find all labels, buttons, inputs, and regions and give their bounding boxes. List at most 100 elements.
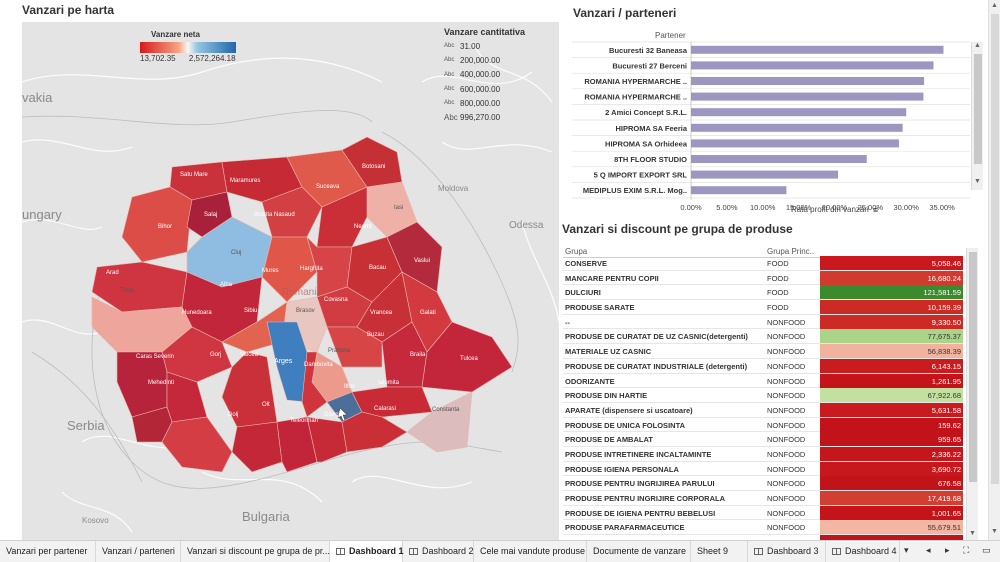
- fullscreen-icon[interactable]: ⛶: [963, 545, 970, 555]
- bar[interactable]: [691, 61, 934, 70]
- county-label: Ialomita: [378, 380, 400, 386]
- tab-prev-icon[interactable]: ◂: [926, 545, 931, 555]
- table-scrollbar[interactable]: ▼: [966, 248, 978, 540]
- bar[interactable]: [691, 170, 839, 179]
- scroll-thumb[interactable]: [991, 14, 999, 484]
- category-label: HIPROMA SA Orhideea: [605, 139, 688, 148]
- scroll-up-icon[interactable]: ▲: [991, 2, 998, 9]
- sheet-tab[interactable]: Vanzari si discount pe grupa de pr...: [181, 541, 330, 562]
- table-row[interactable]: -- NONFOOD 9,330.50: [563, 314, 963, 330]
- bar[interactable]: [691, 186, 787, 195]
- sheet-tab[interactable]: Vanzari per partener: [0, 541, 96, 562]
- table-row[interactable]: MANCARE PENTRU COPII FOOD 16,680.24: [563, 270, 963, 286]
- bar[interactable]: [691, 123, 903, 132]
- legend-vanzare-neta: Vanzare neta 13,702.35 2,572,264.18: [140, 30, 250, 63]
- table-row[interactable]: PRODUSE DE BAS. PREPAR. DUPA BA.. NONFOOD: [563, 535, 963, 540]
- sheet-tab[interactable]: Dashboard 1: [330, 541, 404, 562]
- cell-grupa: PRODUSE DE AMBALAT: [565, 435, 653, 445]
- sheet-tab[interactable]: Vanzari / parteneri: [96, 541, 181, 562]
- county-label: Timis: [120, 288, 135, 294]
- column-header-grupa-principala[interactable]: Grupa Princ..: [767, 247, 815, 256]
- table-row[interactable]: DULCIURI FOOD 121,581.59: [563, 285, 963, 301]
- bar-chart-scrollbar[interactable]: ▲ ▼: [971, 42, 983, 190]
- sort-icon[interactable]: ≡: [873, 205, 879, 215]
- bar[interactable]: [691, 92, 924, 101]
- legend-row: Abc 31.00: [444, 41, 481, 51]
- romania-map[interactable]: vakia ungary Serbia Bulgaria Moldova Ode…: [22, 22, 559, 540]
- county-label: Salaj: [204, 212, 218, 218]
- bar-chart-svg[interactable]: Bucuresti 32 Baneasa Bucuresti 27 Berceni…: [570, 30, 986, 216]
- bar-chart[interactable]: Bucuresti 32 Baneasa Bucuresti 27 Berceni…: [570, 30, 986, 216]
- scroll-thumb[interactable]: [974, 54, 982, 164]
- table-row[interactable]: PRODUSE DE AMBALAT NONFOOD 959.65: [563, 432, 963, 447]
- county-giurgiu: [306, 416, 348, 463]
- bar[interactable]: [691, 45, 944, 54]
- x-tick-label: 0.00%: [680, 203, 702, 212]
- map-canvas[interactable]: [22, 22, 559, 540]
- bar[interactable]: [691, 155, 867, 163]
- cell-value: 6,143.15: [820, 358, 963, 373]
- table-row[interactable]: PRODUSE PENTRU INGRIJIREA PARULUI NONFOOD…: [563, 476, 963, 491]
- cell-grupa-principala: NONFOOD: [767, 347, 806, 357]
- present-icon[interactable]: ▭: [982, 545, 991, 555]
- legend-color-ramp: [140, 42, 236, 53]
- table-row[interactable]: PRODUSE PARAFARMACEUTICE NONFOOD 55,679.51: [563, 520, 963, 536]
- column-header-grupa[interactable]: Grupa: [565, 247, 588, 256]
- sheet-tab[interactable]: Dashboard 2: [403, 541, 474, 562]
- county-olt: [231, 421, 283, 473]
- country-label-serbia: Serbia: [67, 418, 105, 433]
- sheet-tab[interactable]: Dashboard 3: [748, 541, 826, 562]
- sheet-tab[interactable]: Cele mai vandute produse: [474, 541, 587, 562]
- county-neamt: [316, 186, 368, 248]
- country-label-kosovo: Kosovo: [82, 516, 109, 525]
- table-row[interactable]: PRODUSE DIN HARTIE NONFOOD 67,922.68: [563, 388, 963, 403]
- table-row[interactable]: PRODUSE DE IGIENA PENTRU BEBELUSI NONFOOD…: [563, 505, 963, 521]
- country-label-odessa: Odessa: [509, 220, 544, 231]
- legend-row: Abc 400,000.00: [444, 70, 501, 80]
- right-edge-scrollbar[interactable]: ▲ ▼: [988, 0, 1000, 540]
- county-label: Vrancea: [370, 310, 393, 316]
- cell-value: [820, 535, 963, 540]
- cell-grupa-principala: NONFOOD: [767, 523, 806, 533]
- cell-grupa-principala: NONFOOD: [767, 361, 806, 371]
- sheet-tab[interactable]: Sheet 9: [691, 541, 748, 562]
- sheet-tab[interactable]: Documente de vanzare: [587, 541, 691, 562]
- tab-next-icon[interactable]: ▸: [945, 545, 950, 555]
- table-row[interactable]: PRODUSE IGIENA PERSONALA NONFOOD 3,690.72: [563, 461, 963, 477]
- table-row[interactable]: CONSERVE FOOD 5,058.46: [563, 256, 963, 271]
- bar[interactable]: [691, 108, 907, 117]
- abc-icon: Abc: [444, 57, 455, 64]
- table-row[interactable]: PRODUSE INTRETINERE INCALTAMINTE NONFOOD 2…: [563, 446, 963, 462]
- cell-value: 10,159.39: [820, 300, 963, 315]
- cell-grupa: PRODUSE IGIENA PERSONALA: [565, 464, 679, 474]
- sheet-tab-label: Vanzari / parteneri: [102, 546, 175, 556]
- cell-grupa-principala: NONFOOD: [767, 317, 806, 327]
- scroll-down-icon[interactable]: ▼: [991, 528, 998, 535]
- bar[interactable]: [691, 77, 925, 85]
- table-row[interactable]: PRODUSE DE UNICA FOLOSINTA NONFOOD 159.62: [563, 417, 963, 433]
- table-row[interactable]: PRODUSE PENTRU INGRIJIRE CORPORALA NONFOO…: [563, 491, 963, 506]
- tab-menu-icon[interactable]: ▾: [904, 545, 909, 555]
- scroll-down-icon[interactable]: ▼: [969, 530, 976, 537]
- scroll-down-icon[interactable]: ▼: [974, 178, 981, 185]
- table-row[interactable]: PRODUSE DE CURATAT INDUSTRIALE (detergen…: [563, 358, 963, 374]
- county-label: Iasi: [394, 205, 404, 211]
- category-label: MEDIPLUS EXIM S.R.L. Mog..: [583, 186, 687, 195]
- dashboard-icon: [336, 548, 345, 555]
- county-label: Mures: [262, 268, 279, 274]
- table-row[interactable]: PRODUSE SARATE FOOD 10,159.39: [563, 300, 963, 315]
- table-row[interactable]: PRODUSE DE CURATAT DE UZ CASNIC(detergen…: [563, 329, 963, 345]
- table-row[interactable]: ODORIZANTE NONFOOD 1,261.95: [563, 373, 963, 389]
- sheet-tab[interactable]: Dashboard 4: [826, 541, 900, 562]
- bar[interactable]: [691, 139, 900, 148]
- table-row[interactable]: APARATE (dispensere si uscatoare) NONFOOD…: [563, 402, 963, 418]
- sheet-tab-label: Sheet 9: [697, 546, 729, 556]
- table-row[interactable]: MATERIALE UZ CASNIC NONFOOD 56,838.39: [563, 344, 963, 359]
- scroll-up-icon[interactable]: ▲: [974, 42, 981, 49]
- table-body[interactable]: CONSERVE FOOD 5,058.46 MANCARE PENTRU COPII…: [563, 256, 963, 540]
- counties[interactable]: [91, 136, 513, 473]
- county-label: Giurgiu: [324, 412, 344, 418]
- county-label: Alba: [220, 282, 233, 288]
- category-label: 2 Amici Concept S.R.L.: [605, 108, 687, 117]
- scroll-thumb[interactable]: [969, 252, 977, 482]
